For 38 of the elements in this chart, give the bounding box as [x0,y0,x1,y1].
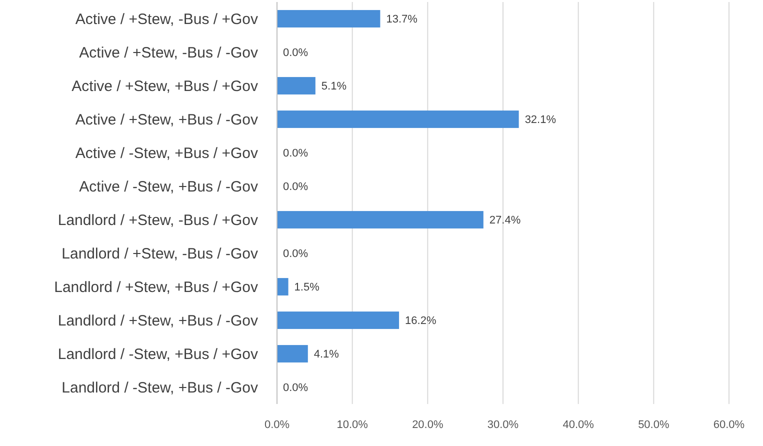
y-tick-label: Active / -Stew, +Bus / +Gov [75,145,258,162]
y-tick-label: Landlord / +Stew, +Bus / +Gov [54,279,258,296]
y-tick-label: Active / +Stew, +Bus / +Gov [72,78,258,95]
data-label: 16.2% [405,315,436,328]
x-tick-label: 30.0% [487,419,519,431]
y-tick-label: Active / +Stew, -Bus / +Gov [75,11,258,28]
bar [277,312,400,329]
bar [277,10,380,28]
x-tick-label: 20.0% [412,419,444,431]
bar [277,345,308,362]
data-label: 0.0% [283,181,308,194]
x-tick-label: 60.0% [713,419,745,431]
y-tick-label: Landlord / +Stew, +Bus / -Gov [58,312,258,330]
data-label: 0.0% [283,382,308,394]
y-tick-label: Landlord / -Stew, +Bus / -Gov [62,380,258,396]
x-tick-label: 10.0% [336,419,368,431]
x-tick-label: 50.0% [638,419,670,431]
x-tick-label: 40.0% [562,419,594,431]
data-label: 0.0% [283,148,308,160]
data-label: 1.5% [294,282,320,294]
bar [277,110,519,128]
data-label: 5.1% [321,80,347,93]
y-tick-label: Active / -Stew, +Bus / -Gov [79,178,258,196]
data-label: 4.1% [314,348,340,361]
data-label: 13.7% [386,14,418,26]
x-tick-label: 0.0% [264,419,290,431]
y-tick-label: Landlord / -Stew, +Bus / +Gov [58,346,258,363]
y-tick-label: Landlord / +Stew, -Bus / +Gov [58,212,258,229]
data-label: 0.0% [283,47,308,60]
bar [277,211,484,228]
y-tick-label: Active / +Stew, -Bus / -Gov [79,44,258,62]
data-label: 32.1% [524,114,556,126]
y-tick-label: Landlord / +Stew, -Bus / -Gov [62,246,258,262]
bar [277,77,316,94]
bar [277,278,288,296]
y-tick-label: Active / +Stew, +Bus / -Gov [75,112,258,128]
data-label: 0.0% [283,248,308,260]
data-label: 27.4% [489,214,521,227]
